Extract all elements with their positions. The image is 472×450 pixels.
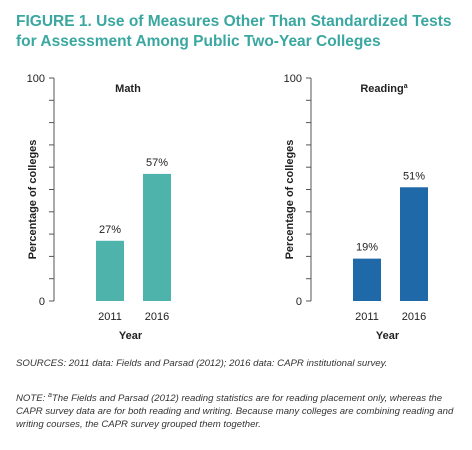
- panel-title-2: Readinga: [360, 83, 407, 95]
- data-label-2-2011: 19%: [356, 242, 378, 254]
- y-axis-label-2: Percentage of colleges: [284, 140, 296, 260]
- x-tick-label-1-2016: 2016: [145, 311, 169, 323]
- note-text: NOTE: aThe Fields and Parsad (2012) read…: [16, 389, 460, 431]
- y-tick-label-2-100: 100: [284, 73, 302, 85]
- note-prefix: NOTE:: [16, 393, 48, 405]
- figure-title: FIGURE 1. Use of Measures Other Than Sta…: [16, 13, 452, 50]
- charts-canvas: 0 100 Percentage of colleges Math 27% 2011 57%…: [27, 73, 428, 342]
- y-axis-label-1: Percentage of colleges: [27, 140, 39, 260]
- bar-2-2016: [400, 187, 428, 301]
- y-tick-label-1-100: 100: [27, 73, 45, 85]
- note-body: The Fields and Parsad (2012) reading sta…: [16, 393, 454, 431]
- data-label-1-2016: 57%: [146, 157, 168, 169]
- x-tick-label-2-2011: 2011: [355, 311, 379, 323]
- y-tick-label-1-0: 0: [39, 296, 45, 308]
- note-superscript: a: [47, 392, 52, 399]
- x-tick-label-2-2016: 2016: [402, 311, 426, 323]
- sources-text: SOURCES: 2011 data: Fields and Parsad (2…: [16, 358, 388, 369]
- data-label-1-2011: 27%: [99, 224, 121, 236]
- bar-1-2016: [143, 173, 171, 301]
- panel-title-superscript-2: a: [404, 83, 408, 90]
- x-axis-label-1: Year: [119, 330, 143, 342]
- data-label-2-2016: 51%: [403, 170, 425, 182]
- bar-1-2011: [96, 240, 124, 301]
- panel-title-1: Math: [115, 83, 141, 95]
- bar-2-2011: [353, 258, 381, 301]
- x-tick-label-1-2011: 2011: [98, 311, 122, 323]
- x-axis-label-2: Year: [376, 330, 400, 342]
- y-tick-label-2-0: 0: [296, 296, 302, 308]
